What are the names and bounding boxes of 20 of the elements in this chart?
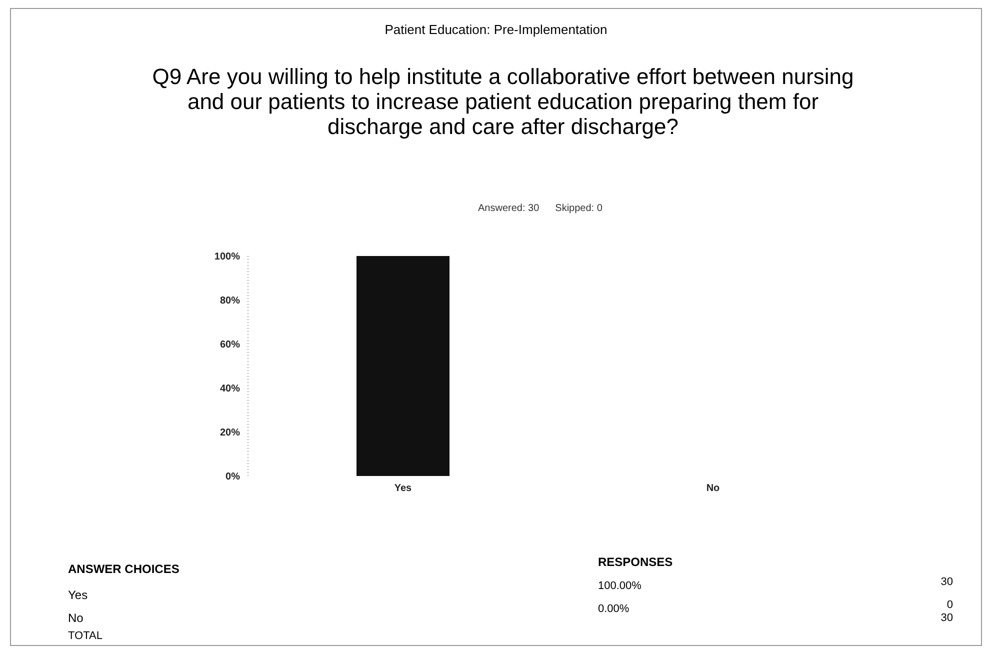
- text: Answered: 30: [478, 203, 540, 214]
- text: ANSWER CHOICES: [68, 562, 180, 576]
- text: 0: [946, 599, 953, 611]
- y-tick-label: 100%: [214, 252, 240, 263]
- text: Skipped: 0: [555, 203, 602, 214]
- text: 30: [940, 612, 953, 624]
- category-label: No: [68, 611, 84, 625]
- text: RESPONSES: [598, 555, 673, 569]
- text: 100.00%: [598, 580, 642, 592]
- y-tick-label: 40%: [220, 384, 240, 395]
- category-label: Yes: [68, 588, 88, 602]
- chart-subtitle: Q9 Are you willing to help institute a collaborative effort between nursing and our patients to increase patient education preparing them for discharge and care after discharge?: [151, 64, 855, 139]
- text: 30: [940, 576, 953, 588]
- text: TOTAL: [68, 630, 102, 642]
- chart-title: Patient Education: Pre-Implementation: [384, 22, 608, 37]
- y-tick-label: 80%: [220, 296, 240, 307]
- text: 0.00%: [598, 603, 630, 615]
- y-tick-label: 0%: [226, 472, 240, 483]
- y-tick-label: 60%: [220, 340, 240, 351]
- y-tick-label: 20%: [220, 428, 240, 439]
